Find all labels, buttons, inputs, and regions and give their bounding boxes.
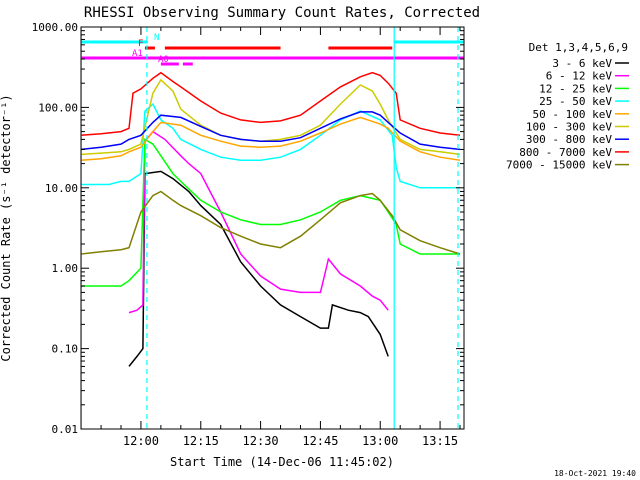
series-line-6 [81,111,461,151]
annotation-label-f: F [138,39,143,49]
annotation-label-a0: A0 [158,55,169,65]
legend-label-7: 800 - 7000 keV [519,146,612,159]
observing-annotations: N F A0 A1 [81,33,464,66]
annotation-label-a1: A1 [132,49,143,59]
series-line-7 [81,71,461,137]
y-axis-label: Corrected Count Rate (s⁻¹ detector⁻¹) [0,94,13,361]
plot-frame [80,26,465,430]
axes: 1000.00 100.00 10.00 1.00 0.10 0.01 12:00 12:15… [32,21,464,448]
vertical-lines [80,27,459,429]
x-tick-label-2: 12:30 [243,434,279,448]
series-line-3 [81,102,460,189]
legend-label-3: 25 - 50 keV [539,95,612,108]
legend-label-4: 50 - 100 keV [533,108,613,121]
timestamp: 18-Oct-2021 19:40 [554,469,636,478]
series-line-2 [81,138,460,287]
legend-title: Det 1,3,4,5,6,9 [529,41,628,54]
y-tick-label-1: 100.00 [38,101,78,114]
x-axis-label: Start Time (14-Dec-06 11:45:02) [170,455,394,469]
x-tick-label-4: 13:00 [362,434,398,448]
legend-label-1: 6 - 12 keV [546,70,613,83]
series-lines [81,71,461,367]
x-tick-label-1: 12:15 [183,434,219,448]
y-tick-label-2: 10.00 [45,182,78,195]
legend-label-2: 12 - 25 keV [539,82,612,95]
series-line-8 [81,190,461,255]
series-line-4 [81,116,461,162]
legend-label-8: 7000 - 15000 keV [506,159,612,172]
legend-label-6: 300 - 800 keV [526,133,612,146]
y-tick-label-4: 0.10 [52,343,79,356]
series-line-0 [128,170,389,367]
x-tick-label-3: 12:45 [302,434,338,448]
x-tick-label-5: 13:15 [422,434,458,448]
y-tick-label-3: 1.00 [52,262,79,275]
annotation-label-n: N [154,33,159,43]
legend-label-5: 100 - 300 keV [526,121,612,134]
y-tick-label-0: 1000.00 [32,21,78,34]
series-line-1 [128,130,389,314]
x-tick-label-0: 12:00 [123,434,159,448]
chart-title: RHESSI Observing Summary Count Rates, Co… [84,5,480,21]
legend-label-0: 3 - 6 keV [552,57,612,70]
y-tick-label-5: 0.01 [52,423,79,436]
